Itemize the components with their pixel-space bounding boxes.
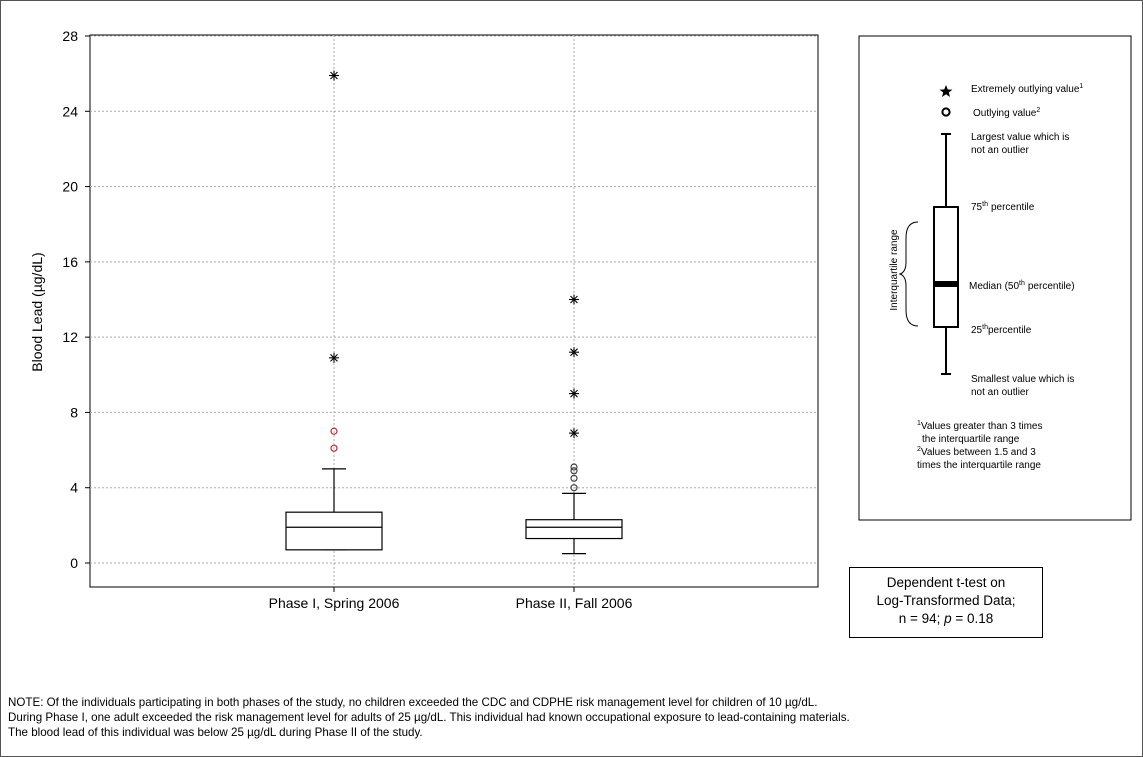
y-tick-label: 28	[62, 28, 78, 44]
legend-frame	[858, 35, 1132, 521]
t-test-line3: n = 94; p = 0.18	[898, 611, 994, 626]
y-tick-label: 4	[70, 480, 78, 496]
note-line1: NOTE: Of the individuals participating i…	[8, 696, 818, 709]
outlier-point	[570, 463, 578, 471]
legend-star-icon	[939, 85, 953, 97]
y-axis-ticks: 0 4 8 12 16 20 24 28	[62, 28, 90, 571]
legend-iqr-label: Interquartile range	[889, 229, 900, 311]
x-axis-categories: Phase I, Spring 2006 Phase II, Fall 2006	[269, 587, 633, 611]
note-line3: The blood lead of this individual was be…	[8, 726, 423, 739]
x-category-label: Phase II, Fall 2006	[516, 595, 633, 611]
legend-largest-line2: not an outlier	[971, 145, 1029, 156]
outlier-point	[570, 474, 578, 482]
iqr-box	[525, 519, 623, 540]
legend-footnote-1b: the interquartile range	[922, 434, 1020, 445]
legend-p75-label: 75th percentile	[971, 201, 1035, 213]
legend: Extremely outlying value1 Outlying value…	[858, 35, 1132, 521]
extreme-point	[329, 70, 339, 81]
legend-median-label: Median (50th percentile)	[969, 280, 1075, 292]
y-tick-label: 12	[62, 329, 78, 345]
extreme-point	[569, 428, 579, 439]
legend-iqr-brace	[898, 221, 919, 327]
y-tick-label: 20	[62, 179, 78, 195]
legend-largest-line1: Largest value which is	[971, 132, 1069, 143]
x-category-label: Phase I, Spring 2006	[269, 595, 400, 611]
legend-p25-label: 25thpercentile	[971, 324, 1032, 336]
gridlines	[90, 35, 818, 587]
legend-example-box	[933, 206, 959, 328]
y-tick-label: 24	[62, 103, 78, 119]
t-test-line1: Dependent t-test on	[886, 575, 1006, 590]
legend-outlier-label: Outlying value2	[973, 107, 1040, 119]
box-2	[525, 294, 623, 555]
outlier-point	[570, 467, 578, 475]
outlier-point	[330, 427, 338, 435]
extreme-point	[329, 352, 339, 363]
legend-footnote-1a: 1Values greater than 3 times	[917, 420, 1042, 432]
t-test-line2: Log-Transformed Data;	[876, 593, 1016, 608]
legend-footnote-2a: 2Values between 1.5 and 3	[917, 446, 1036, 458]
boxes	[285, 70, 623, 555]
legend-footnote-2b: times the interquartile range	[917, 460, 1041, 471]
y-axis-label: Blood Lead (µg/dL)	[29, 252, 45, 371]
y-tick-label: 16	[62, 254, 78, 270]
iqr-box	[285, 511, 383, 551]
extreme-point	[569, 347, 579, 358]
y-tick-label: 8	[70, 404, 78, 420]
y-tick-label: 0	[70, 555, 78, 571]
legend-circle-icon	[941, 107, 951, 117]
outlier-point	[330, 444, 338, 452]
footnote-note: NOTE: Of the individuals participating i…	[8, 695, 1138, 740]
extreme-point	[569, 388, 579, 399]
box-1	[285, 70, 383, 551]
plot-area	[89, 34, 819, 588]
extreme-point	[569, 294, 579, 305]
t-test-box: Dependent t-test on Log-Transformed Data…	[849, 567, 1043, 638]
legend-median-bar	[934, 281, 958, 287]
outlier-point	[570, 484, 578, 492]
legend-smallest-line1: Smallest value which is	[971, 374, 1074, 385]
legend-extreme-label: Extremely outlying value1	[971, 83, 1083, 95]
note-line2: During Phase I, one adult exceeded the r…	[8, 711, 850, 724]
legend-smallest-line2: not an outlier	[971, 387, 1029, 398]
